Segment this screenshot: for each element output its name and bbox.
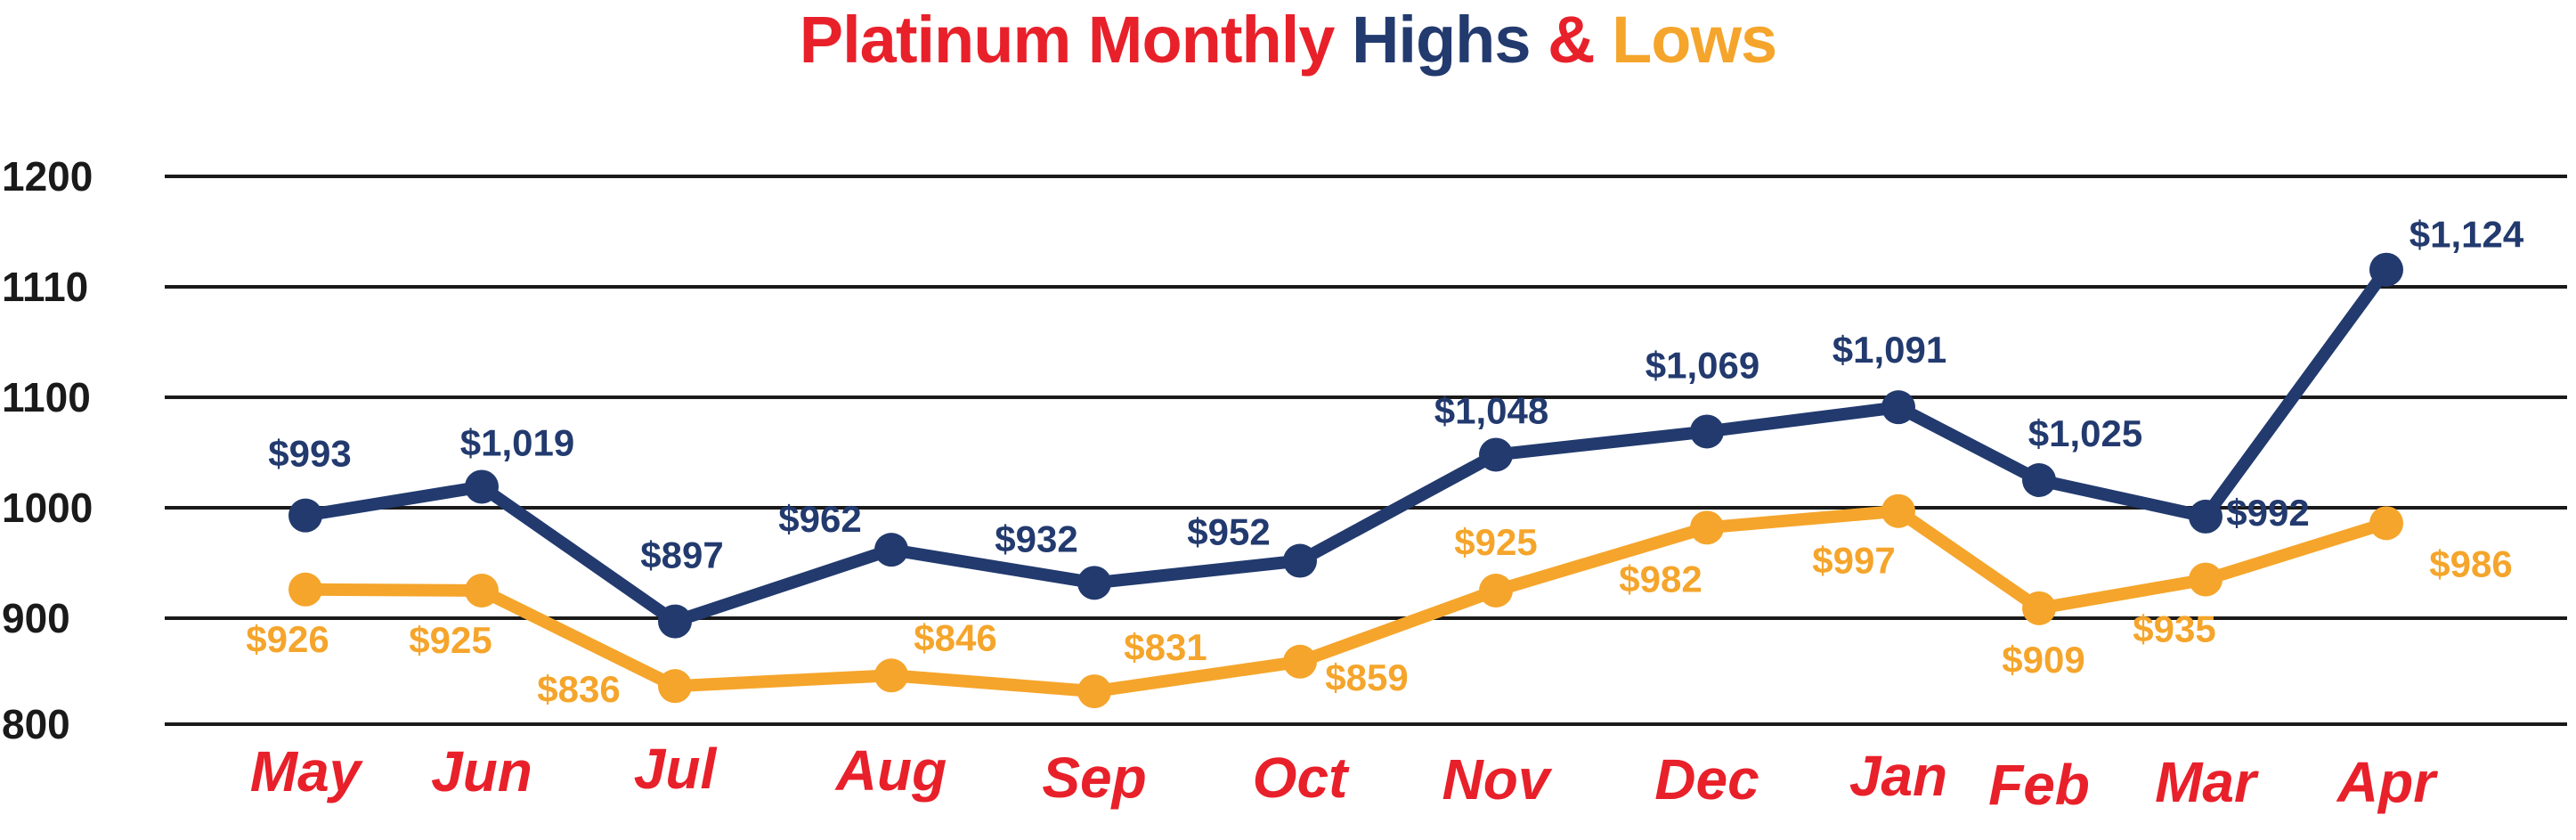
y-tick-label: 1100 (2, 374, 91, 420)
y-tick-label: 800 (2, 701, 70, 747)
data-label-lows: $926 (246, 618, 329, 660)
data-label-lows: $982 (1619, 558, 1702, 599)
y-tick-label: 1000 (2, 485, 93, 531)
series-lines (288, 252, 2403, 709)
data-point-highs (874, 533, 908, 567)
title-part-highs: Highs (1351, 3, 1532, 77)
y-axis-ticks: 800 900 1000 1100 1110 1200 (2, 153, 93, 747)
data-label-highs: $962 (778, 498, 861, 540)
title-part-ampersand: & (1530, 3, 1613, 77)
data-label-lows: $935 (2133, 608, 2215, 650)
y-tick-label: 900 (2, 595, 70, 641)
x-tick-label: Feb (1988, 753, 2090, 817)
x-tick-label: Nov (1442, 747, 1553, 811)
data-label-lows: $986 (2429, 542, 2512, 584)
data-point-highs (1881, 390, 1915, 425)
data-label-highs: $1,069 (1646, 344, 1759, 386)
data-point-highs (1690, 414, 1724, 449)
x-tick-label: May (250, 739, 364, 803)
title-part-lows: Lows (1612, 3, 1777, 77)
data-point-highs (658, 604, 692, 639)
data-label-highs: $993 (268, 433, 351, 475)
x-tick-label: Jan (1849, 744, 1947, 808)
x-tick-label: Jun (431, 739, 532, 803)
data-point-lows (658, 669, 692, 704)
data-point-lows (1077, 674, 1111, 709)
data-point-highs (465, 469, 499, 504)
data-label-lows: $925 (409, 619, 492, 661)
data-point-highs (288, 498, 322, 533)
data-point-highs (2189, 499, 2223, 534)
data-point-lows (1283, 644, 1317, 679)
y-tick-label: 1200 (2, 153, 93, 200)
data-point-lows (2022, 591, 2056, 625)
x-tick-label: Aug (834, 738, 947, 803)
data-label-highs: $1,124 (2409, 214, 2524, 256)
data-label-highs: $1,019 (460, 421, 574, 463)
data-point-lows (1881, 493, 1915, 528)
data-label-highs: $897 (640, 534, 723, 576)
data-label-highs: $1,091 (1832, 329, 1946, 371)
data-point-lows (1479, 574, 1513, 608)
series-line-highs (299, 263, 2393, 628)
x-tick-label: Jul (634, 737, 718, 801)
data-point-lows (1690, 510, 1724, 545)
title-part-platinum-monthly: Platinum Monthly (799, 3, 1352, 77)
data-point-lows (2189, 562, 2223, 597)
data-label-lows: $997 (1812, 540, 1895, 582)
x-axis-ticks: May Jun Jul Aug Sep Oct Nov Dec Jan Feb Mar Apr (250, 737, 2438, 817)
data-label-lows: $925 (1454, 521, 1537, 563)
data-point-highs (1077, 566, 1111, 600)
data-point-lows (2369, 506, 2403, 541)
data-label-highs: $952 (1187, 511, 1270, 553)
data-label-highs: $932 (995, 518, 1077, 559)
data-label-lows: $836 (537, 668, 620, 710)
data-point-highs (1479, 437, 1513, 472)
data-label-highs: $992 (2226, 492, 2309, 534)
data-point-lows (874, 658, 908, 693)
data-point-highs (1283, 543, 1317, 578)
data-label-highs: $1,025 (2028, 412, 2142, 454)
data-point-highs (2022, 463, 2056, 497)
data-labels: $993 $1,019 $897 $962 $932 $952 $1,048 $1,069 $1… (246, 214, 2524, 710)
x-tick-label: Dec (1654, 747, 1759, 811)
data-label-lows: $859 (1325, 657, 1408, 698)
data-point-lows (288, 572, 322, 607)
data-label-highs: $1,048 (1434, 389, 1548, 431)
data-point-highs (2369, 252, 2403, 287)
chart-title: Platinum Monthly Highs & Lows (0, 0, 2576, 80)
x-tick-label: Mar (2155, 750, 2259, 814)
data-label-lows: $831 (1124, 626, 1207, 668)
series-line-lows (299, 504, 2393, 698)
x-tick-label: Sep (1042, 746, 1146, 810)
y-tick-label: 1110 (2, 264, 88, 310)
data-point-lows (465, 574, 499, 608)
x-tick-label: Apr (2336, 750, 2438, 814)
data-label-lows: $846 (914, 616, 996, 658)
x-tick-label: Oct (1253, 746, 1350, 810)
data-label-lows: $909 (2002, 639, 2084, 681)
